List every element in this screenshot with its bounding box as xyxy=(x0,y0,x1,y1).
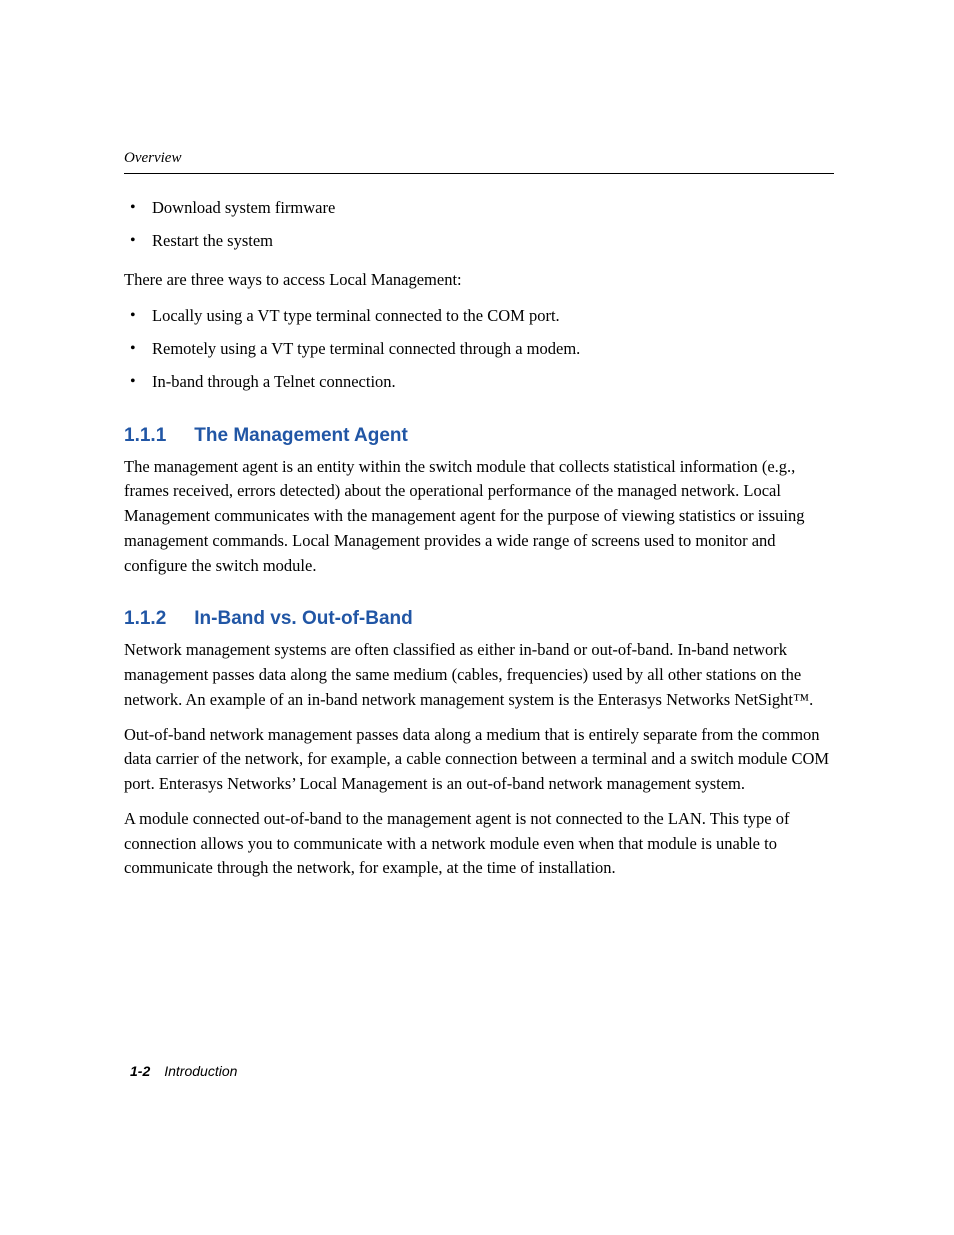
section-number: 1.1.2 xyxy=(124,608,166,630)
section-number: 1.1.1 xyxy=(124,425,166,447)
body-paragraph: The management agent is an entity within… xyxy=(124,455,834,579)
page-footer: 1-2 Introduction xyxy=(130,1063,237,1079)
section-title: In-Band vs. Out-of-Band xyxy=(194,608,412,629)
list-item: Download system firmware xyxy=(124,196,834,221)
access-bullet-list: Locally using a VT type terminal connect… xyxy=(124,304,834,394)
body-paragraph: A module connected out-of-band to the ma… xyxy=(124,807,834,881)
body-paragraph: Out-of-band network management passes da… xyxy=(124,723,834,797)
list-item: In-band through a Telnet connection. xyxy=(124,370,834,395)
body-paragraph: Network management systems are often cla… xyxy=(124,638,834,712)
top-bullet-list: Download system firmware Restart the sys… xyxy=(124,196,834,254)
footer-chapter: Introduction xyxy=(164,1063,237,1079)
section-heading-management-agent: 1.1.1 The Management Agent xyxy=(124,425,834,447)
list-item: Restart the system xyxy=(124,229,834,254)
list-item: Locally using a VT type terminal connect… xyxy=(124,304,834,329)
list-item: Remotely using a VT type terminal connec… xyxy=(124,337,834,362)
running-head: Overview xyxy=(124,150,834,174)
footer-page-number: 1-2 xyxy=(130,1063,150,1079)
section-heading-in-band: 1.1.2 In-Band vs. Out-of-Band xyxy=(124,608,834,630)
intro-paragraph: There are three ways to access Local Man… xyxy=(124,268,834,293)
page-content: Overview Download system firmware Restar… xyxy=(0,0,954,881)
section-title: The Management Agent xyxy=(194,425,408,446)
